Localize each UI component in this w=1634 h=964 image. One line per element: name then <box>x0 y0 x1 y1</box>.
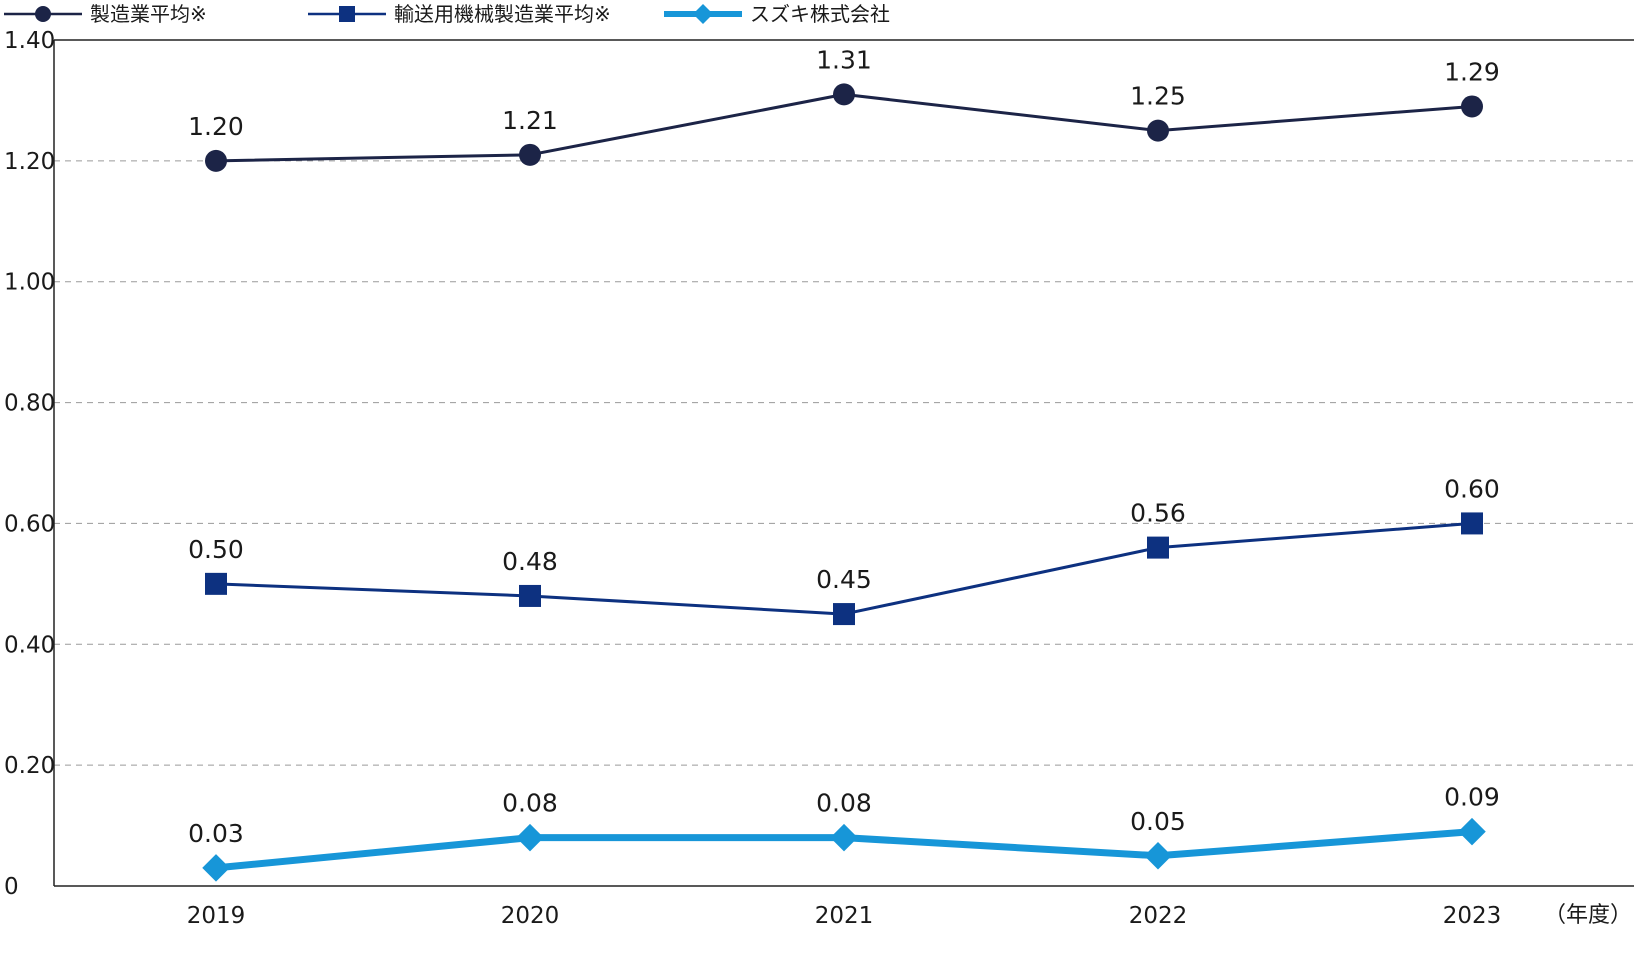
data-point-square <box>1147 536 1169 559</box>
data-label: 0.05 <box>1130 807 1186 836</box>
axes: 0 0.20 0.40 0.60 0.80 1.00 1.20 1.40 2019 2020 202… <box>4 28 1634 929</box>
data-point-square <box>205 572 227 595</box>
data-label: 0.48 <box>502 547 558 576</box>
data-point-diamond <box>1458 817 1486 846</box>
legend-item-1: 製造業平均※ <box>4 2 207 26</box>
data-label: 0.56 <box>1130 499 1186 528</box>
data-point-circle <box>1147 119 1169 142</box>
y-tick-label: 0.60 <box>4 511 55 537</box>
data-label: 1.21 <box>502 106 558 135</box>
y-tick-label: 1.00 <box>4 270 55 296</box>
data-label: 1.20 <box>188 112 244 141</box>
data-label: 0.09 <box>1444 783 1500 812</box>
data-point-square <box>519 584 541 607</box>
x-tick-label: 2021 <box>815 903 874 929</box>
series-group: 1.20 1.21 1.31 1.25 1.29 0.50 0.48 0.45 0.56 0.60… <box>188 45 1500 882</box>
data-point-circle <box>205 149 227 172</box>
data-point-diamond <box>1144 842 1172 870</box>
data-label: 1.29 <box>1444 57 1500 86</box>
series-1: 1.20 1.21 1.31 1.25 1.29 <box>188 45 1500 172</box>
series-2: 0.50 0.48 0.45 0.56 0.60 <box>188 474 1500 626</box>
x-tick-label: 2019 <box>187 903 246 929</box>
y-tick-label: 0.80 <box>4 391 55 417</box>
data-point-square <box>339 6 355 22</box>
y-tick-label: 0.20 <box>4 753 55 779</box>
data-label: 0.08 <box>502 789 558 818</box>
data-point-square <box>1461 512 1483 535</box>
legend-item-3: スズキ株式会社 <box>664 2 890 26</box>
x-tick-label: 2022 <box>1129 903 1188 929</box>
data-point-circle <box>833 83 855 106</box>
legend-label: 製造業平均※ <box>90 2 207 26</box>
data-point-circle <box>519 143 541 166</box>
data-point-diamond <box>830 823 858 852</box>
x-tick-label: 2023 <box>1443 903 1502 929</box>
legend: 製造業平均※ 輸送用機械製造業平均※ スズキ株式会社 <box>4 2 890 26</box>
legend-label: スズキ株式会社 <box>750 2 890 26</box>
data-point-square <box>833 603 855 626</box>
grid-lines <box>54 39 1634 766</box>
y-tick-label: 0 <box>4 874 19 900</box>
legend-item-2: 輸送用機械製造業平均※ <box>308 2 611 26</box>
data-label: 1.31 <box>816 45 872 74</box>
series-3: 0.03 0.08 0.08 0.05 0.09 <box>188 783 1500 882</box>
data-label: 0.60 <box>1444 474 1500 503</box>
data-label: 0.45 <box>816 565 872 594</box>
data-label: 1.25 <box>1130 82 1186 111</box>
data-label: 0.03 <box>188 819 244 848</box>
data-label: 0.50 <box>188 535 244 564</box>
data-point-diamond <box>693 4 713 24</box>
x-tick-label: 2020 <box>501 903 560 929</box>
data-point-diamond <box>202 854 230 882</box>
y-tick-label: 0.40 <box>4 632 55 658</box>
x-axis-unit-label: （年度） <box>1544 903 1632 928</box>
y-tick-label: 1.40 <box>4 28 55 54</box>
legend-label: 輸送用機械製造業平均※ <box>394 2 611 26</box>
data-label: 0.08 <box>816 789 872 818</box>
data-point-diamond <box>516 823 544 852</box>
data-point-circle <box>1461 95 1483 118</box>
data-point-circle <box>35 6 51 22</box>
y-tick-label: 1.20 <box>4 149 55 175</box>
